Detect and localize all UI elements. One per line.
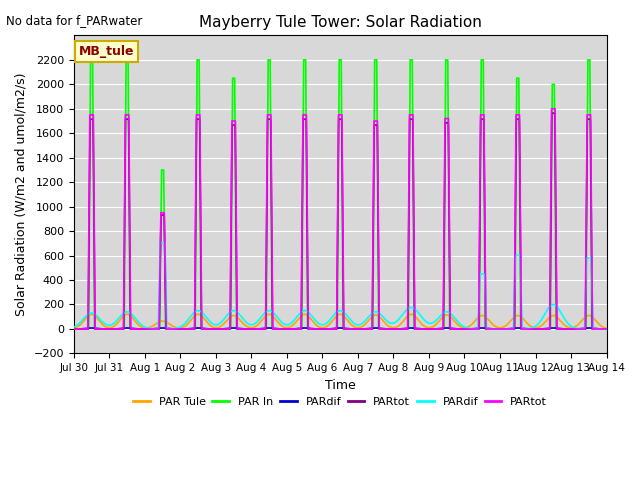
PARtot xyxy=(601,326,609,332)
PARtot xyxy=(490,326,497,332)
PARdif xyxy=(179,326,186,332)
PAR Tule xyxy=(601,325,609,331)
Line: PARdif: PARdif xyxy=(74,328,607,329)
PARtot xyxy=(184,326,191,332)
PARtot xyxy=(184,326,191,332)
PARtot xyxy=(548,106,556,112)
PARdif xyxy=(88,325,95,331)
PARdif xyxy=(603,326,611,332)
PARdif xyxy=(603,326,611,332)
Text: No data for f_PARwater: No data for f_PARwater xyxy=(6,14,143,27)
PAR In xyxy=(490,326,497,332)
PARdif xyxy=(269,310,277,315)
Line: PAR Tule: PAR Tule xyxy=(74,314,607,328)
PAR In xyxy=(413,326,421,332)
PARtot xyxy=(413,326,421,332)
PARdif xyxy=(70,326,77,332)
PARdif xyxy=(490,326,497,332)
PARtot xyxy=(269,326,277,332)
PARtot xyxy=(70,326,77,332)
PARdif xyxy=(413,309,421,314)
PARdif xyxy=(161,240,169,246)
PAR Tule xyxy=(413,316,421,322)
PAR In xyxy=(179,326,186,332)
Line: PARtot: PARtot xyxy=(74,109,607,329)
PARtot xyxy=(548,110,556,116)
Title: Mayberry Tule Tower: Solar Radiation: Mayberry Tule Tower: Solar Radiation xyxy=(199,15,482,30)
PARtot xyxy=(603,326,611,332)
PAR In xyxy=(86,57,94,63)
PARdif xyxy=(413,325,421,331)
Legend: PAR Tule, PAR In, PARdif, PARtot, PARdif, PARtot: PAR Tule, PAR In, PARdif, PARtot, PARdif… xyxy=(129,393,552,411)
PARtot xyxy=(269,326,277,332)
Text: MB_tule: MB_tule xyxy=(79,45,134,58)
PARtot xyxy=(70,326,77,332)
PAR Tule xyxy=(179,324,186,330)
PARdif xyxy=(184,326,191,332)
PAR In xyxy=(184,326,191,332)
PARdif xyxy=(179,323,186,329)
PAR Tule xyxy=(603,325,611,331)
PAR Tule xyxy=(184,321,191,327)
PAR In xyxy=(601,326,609,332)
X-axis label: Time: Time xyxy=(324,379,356,392)
Line: PARdif: PARdif xyxy=(74,243,607,329)
Y-axis label: Solar Radiation (W/m2 and umol/m2/s): Solar Radiation (W/m2 and umol/m2/s) xyxy=(15,72,28,316)
PARtot xyxy=(413,326,421,332)
PAR Tule xyxy=(269,314,277,320)
PAR In xyxy=(603,326,611,332)
Line: PAR In: PAR In xyxy=(74,60,607,329)
PARtot xyxy=(179,326,186,332)
PARtot xyxy=(179,326,186,332)
PARdif xyxy=(601,326,609,332)
PAR Tule xyxy=(70,325,77,331)
PARdif xyxy=(601,326,609,332)
PARtot xyxy=(490,326,497,332)
PAR Tule xyxy=(124,312,131,317)
PARdif xyxy=(70,324,77,330)
Line: PARtot: PARtot xyxy=(74,113,607,329)
PARtot xyxy=(601,326,609,332)
PAR Tule xyxy=(490,322,497,328)
PAR In xyxy=(269,326,277,332)
PAR In xyxy=(70,326,77,332)
PARdif xyxy=(184,317,191,323)
PARtot xyxy=(603,326,611,332)
PARdif xyxy=(269,325,277,331)
PARdif xyxy=(490,326,497,332)
